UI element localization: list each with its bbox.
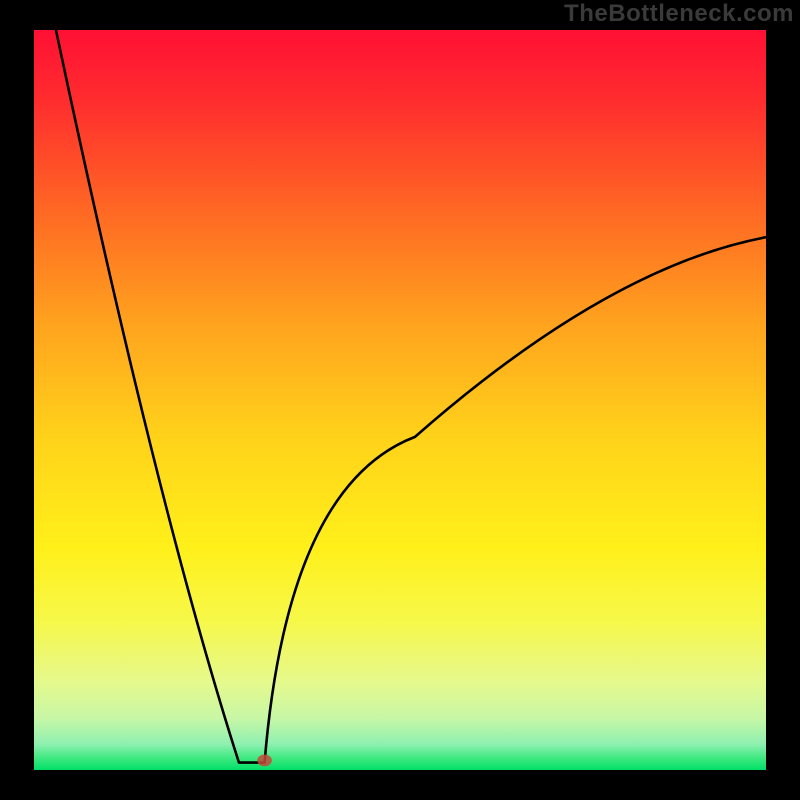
bottleneck-chart (34, 30, 766, 770)
chart-frame: TheBottleneck.com (0, 0, 800, 800)
watermark-text: TheBottleneck.com (564, 0, 794, 28)
gradient-background (34, 30, 766, 770)
vertex-marker (257, 754, 272, 766)
